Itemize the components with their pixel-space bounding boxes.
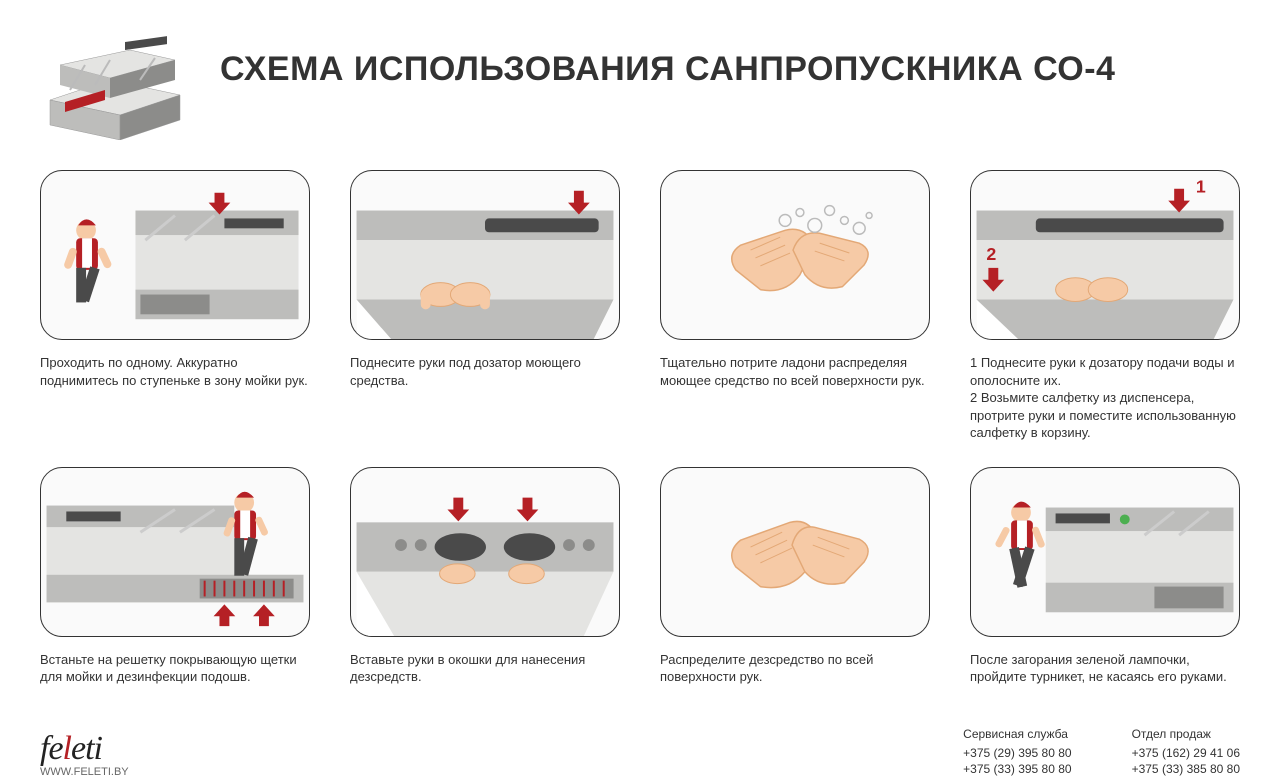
step-7: Распределите дезсредство по всей поверхн… [660, 467, 930, 686]
marker-1: 1 [1196, 177, 1206, 197]
step-1-text: Проходить по одному. Аккуратно поднимите… [40, 354, 310, 389]
product-3d-image [40, 30, 190, 140]
header: СХЕМА ИСПОЛЬЗОВАНИЯ САНПРОПУСКНИКА СО-4 [40, 30, 1240, 140]
page-title: СХЕМА ИСПОЛЬЗОВАНИЯ САНПРОПУСКНИКА СО-4 [220, 30, 1115, 89]
step-4: 1 2 1 Поднесите руки к дозатору подачи в… [970, 170, 1240, 442]
step-2: Поднесите руки под дозатор моющего средс… [350, 170, 620, 442]
brand-url: WWW.FELETI.BY [40, 766, 129, 778]
step-4-illustration: 1 2 [970, 170, 1240, 340]
step-8: После загорания зеленой лампочки, пройди… [970, 467, 1240, 686]
step-2-illustration [350, 170, 620, 340]
sales-block: Отдел продаж +375 (162) 29 41 06 +375 (3… [1132, 726, 1240, 778]
step-7-illustration [660, 467, 930, 637]
step-8-illustration [970, 467, 1240, 637]
step-3: Тщательно потрите ладони распределяя мою… [660, 170, 930, 442]
step-6-illustration [350, 467, 620, 637]
brand-part1: fe [40, 730, 63, 767]
step-1-illustration [40, 170, 310, 340]
step-2-text: Поднесите руки под дозатор моющего средс… [350, 354, 620, 389]
step-8-text: После загорания зеленой лампочки, пройди… [970, 651, 1240, 686]
step-3-text: Тщательно потрите ладони распределяя мою… [660, 354, 930, 389]
sales-phone-1: +375 (162) 29 41 06 [1132, 745, 1240, 762]
step-6: Вставьте руки в окошки для нанесения дез… [350, 467, 620, 686]
sales-title: Отдел продаж [1132, 726, 1240, 743]
step-6-text: Вставьте руки в окошки для нанесения дез… [350, 651, 620, 686]
sales-phone-2: +375 (33) 385 80 80 [1132, 761, 1240, 778]
contacts: Сервисная служба +375 (29) 395 80 80 +37… [963, 726, 1240, 778]
service-phone-2: +375 (33) 395 80 80 [963, 761, 1071, 778]
service-title: Сервисная служба [963, 726, 1071, 743]
brand-logo: feleti [40, 730, 129, 768]
service-block: Сервисная служба +375 (29) 395 80 80 +37… [963, 726, 1071, 778]
brand-part3: eti [71, 730, 102, 767]
step-5-text: Встаньте на решетку покрывающую щетки дл… [40, 651, 310, 686]
brand-part2: l [63, 730, 71, 767]
step-3-illustration [660, 170, 930, 340]
step-1: Проходить по одному. Аккуратно поднимите… [40, 170, 310, 442]
service-phone-1: +375 (29) 395 80 80 [963, 745, 1071, 762]
brand-block: feleti WWW.FELETI.BY [40, 730, 129, 778]
marker-2: 2 [986, 244, 996, 264]
step-7-text: Распределите дезсредство по всей поверхн… [660, 651, 930, 686]
footer: feleti WWW.FELETI.BY Сервисная служба +3… [40, 716, 1240, 778]
step-5-illustration [40, 467, 310, 637]
step-4-text: 1 Поднесите руки к дозатору подачи воды … [970, 354, 1240, 442]
steps-grid: Проходить по одному. Аккуратно поднимите… [40, 170, 1240, 686]
step-5: Встаньте на решетку покрывающую щетки дл… [40, 467, 310, 686]
